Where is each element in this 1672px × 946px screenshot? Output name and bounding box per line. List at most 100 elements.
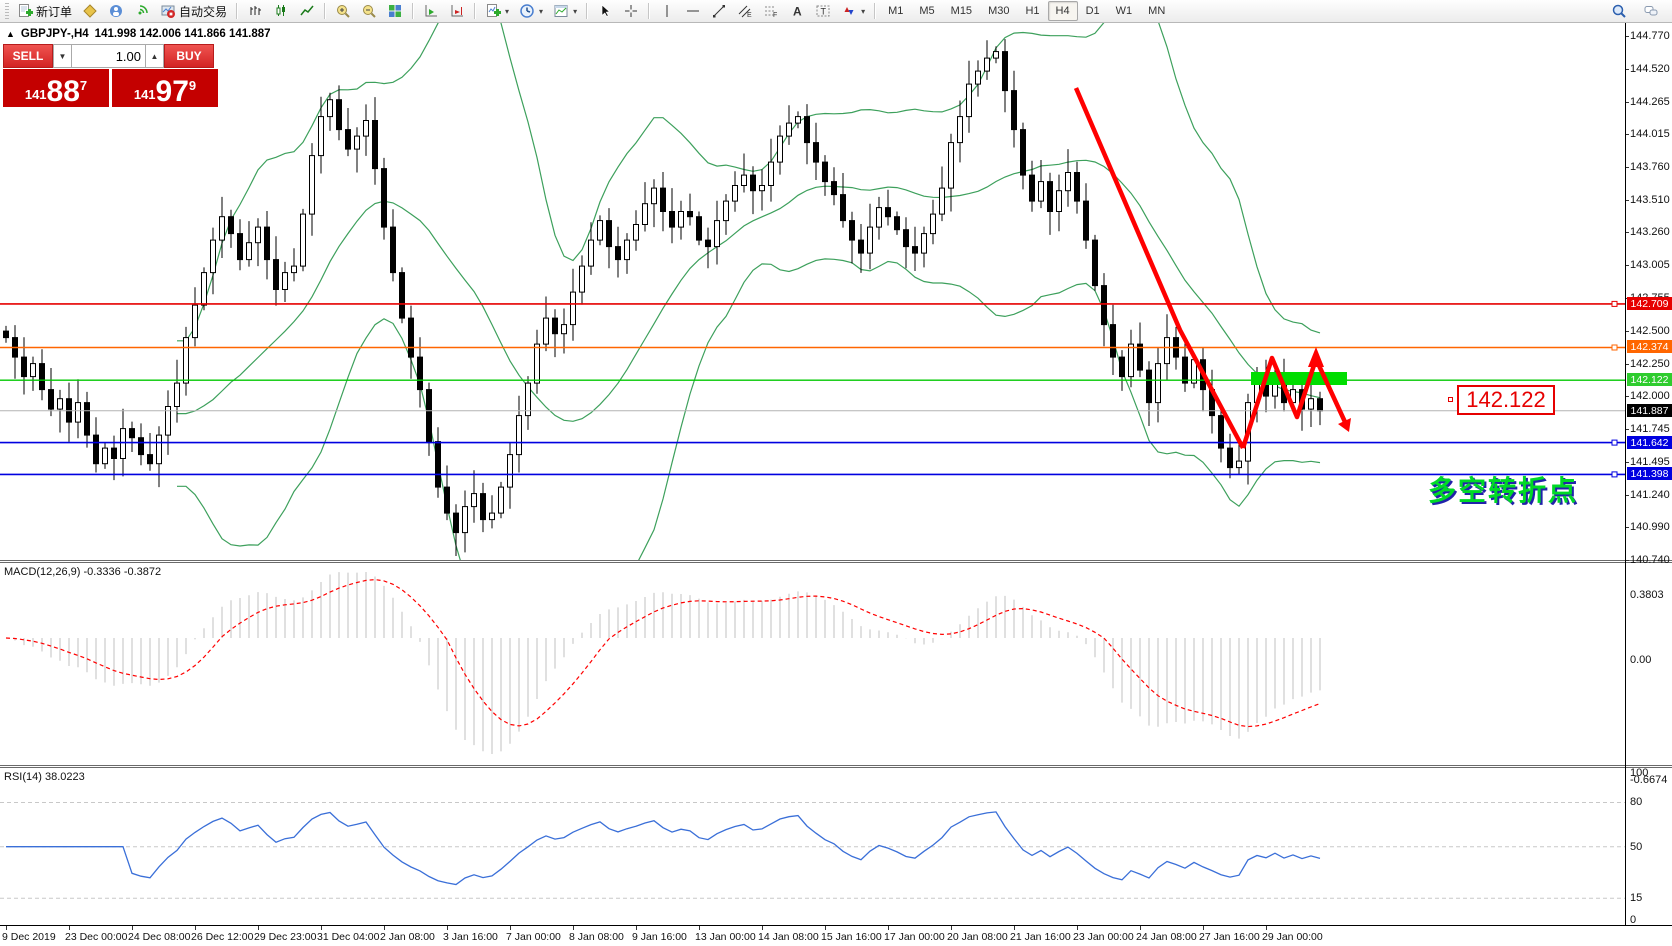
time-tick-mark (447, 926, 448, 930)
auto-scroll-icon (425, 5, 438, 17)
text-button[interactable]: A (784, 0, 810, 22)
chevron-down-icon[interactable]: ▾ (505, 6, 510, 16)
chevron-down-icon[interactable]: ▾ (861, 6, 866, 16)
time-tick-mark (1077, 926, 1078, 930)
macd-tick-label: -0.6674 (1630, 774, 1668, 786)
time-axis-label: 29 Jan 00:00 (1262, 931, 1323, 943)
price-tick-label: 140.740 (1630, 554, 1670, 566)
main-price-chart[interactable] (0, 23, 1625, 560)
svg-text:F: F (773, 12, 777, 19)
price-tick-label: 143.760 (1630, 161, 1670, 173)
timeframe-button-m30[interactable]: M30 (988, 5, 1010, 17)
one-click-trading-panel: SELL ▼ ▲ BUY 141 88 7 141 97 9 (3, 44, 218, 107)
time-axis[interactable]: 9 Dec 2019 23 Dec 00:00 24 Dec 08:00 26 Dec… (0, 925, 1672, 946)
level-price-badge: 142.374 (1627, 340, 1672, 353)
bar-chart-button[interactable] (242, 0, 268, 22)
macd-indicator-pane[interactable] (0, 563, 1625, 765)
price-tick-label: 141.745 (1630, 423, 1670, 435)
trendline-button[interactable] (706, 0, 732, 22)
textlabel-icon: T (816, 5, 830, 17)
periods-button[interactable]: ▾ (514, 0, 548, 22)
pane-splitter-macd[interactable] (0, 560, 1672, 563)
rsi-indicator-pane[interactable] (0, 768, 1625, 925)
rsi-label: RSI(14) 38.0223 (4, 771, 85, 783)
time-tick-mark (888, 926, 889, 930)
signals-icon (138, 5, 148, 15)
time-axis-label: 7 Jan 00:00 (506, 931, 561, 943)
arrows-button[interactable]: ▾ (836, 0, 870, 22)
buy-button[interactable]: BUY (164, 44, 214, 68)
time-axis-label: 26 Dec 12:00 (191, 931, 254, 943)
zoom-out-button[interactable] (356, 0, 382, 22)
callout-handle[interactable] (1448, 397, 1453, 402)
timeframe-button-w1[interactable]: W1 (1115, 5, 1133, 17)
timeframe-button-m1[interactable]: M1 (888, 5, 904, 17)
auto-scroll-button[interactable] (418, 0, 444, 22)
templates-button[interactable]: ▾ (548, 0, 582, 22)
timeframe-button-h1[interactable]: H1 (1025, 5, 1040, 17)
fibonacci-button[interactable]: F (758, 0, 784, 22)
search-button[interactable] (1606, 0, 1632, 22)
time-axis-label: 23 Dec 00:00 (65, 931, 128, 943)
new-order-button[interactable]: 新订单 (12, 0, 77, 23)
time-tick-mark (195, 926, 196, 930)
time-axis-label: 8 Jan 08:00 (569, 931, 624, 943)
chart-shift-button[interactable] (444, 0, 470, 22)
vertical-line-button[interactable] (654, 0, 680, 22)
timeframe-button-m5[interactable]: M5 (919, 5, 935, 17)
text-label-button[interactable]: T (810, 0, 836, 22)
chevron-down-icon[interactable]: ▾ (573, 6, 578, 16)
chart-shift-icon (451, 5, 464, 17)
sell-price-sup: 7 (79, 78, 88, 93)
zoom-in-button[interactable] (330, 0, 356, 22)
horizontal-line-button[interactable] (680, 0, 706, 22)
volume-input[interactable] (72, 44, 145, 68)
zoom-out-icon (363, 5, 376, 18)
time-axis-label: 29 Dec 23:00 (254, 931, 317, 943)
sell-price-display[interactable]: 141 88 7 (3, 69, 109, 107)
timeframe-button-m15[interactable]: M15 (950, 5, 973, 17)
time-tick-mark (636, 926, 637, 930)
mql5-icon (110, 5, 123, 17)
turning-point-label[interactable]: 多空转折点 (1428, 475, 1579, 506)
crosshair-button[interactable] (618, 0, 644, 22)
time-tick-mark (762, 926, 763, 930)
time-tick-mark (1140, 926, 1141, 930)
one-click-collapse-arrow[interactable]: ▲ (6, 29, 15, 39)
indicators-button[interactable]: ▾ (480, 0, 514, 22)
clock-icon (520, 4, 534, 18)
price-callout-142122[interactable]: 142.122 (1457, 385, 1555, 415)
autotrading-button[interactable]: 自动交易 (155, 0, 232, 23)
community-button[interactable] (103, 0, 129, 22)
chat-button[interactable] (1638, 0, 1664, 22)
timeframe-button-mn[interactable]: MN (1148, 5, 1166, 17)
time-tick-mark (1014, 926, 1015, 930)
equidistant-channel-button[interactable]: E (732, 0, 758, 22)
rsi-axis: 100 80 50 15 0 (1626, 767, 1672, 926)
svg-text:T: T (821, 7, 827, 17)
hline-icon (687, 10, 700, 12)
timeframe-button-d1[interactable]: D1 (1085, 5, 1100, 17)
cursor-button[interactable] (592, 0, 618, 22)
time-tick-mark (951, 926, 952, 930)
price-tick-mark (1626, 462, 1629, 463)
volume-decrease-button[interactable]: ▼ (53, 44, 72, 68)
template-icon (554, 5, 568, 17)
tile-windows-button[interactable] (382, 0, 408, 22)
line-chart-button[interactable] (294, 0, 320, 22)
market-watch-button[interactable] (77, 0, 103, 22)
volume-increase-button[interactable]: ▲ (145, 44, 164, 68)
rsi-tick-label: 50 (1630, 841, 1643, 853)
pane-splitter-rsi[interactable] (0, 765, 1672, 768)
timeframe-button-h4[interactable]: H4 (1047, 1, 1078, 21)
candlestick-button[interactable] (268, 0, 294, 22)
buy-price-display[interactable]: 141 97 9 (112, 69, 218, 107)
chevron-down-icon[interactable]: ▾ (539, 6, 544, 16)
candlestick-icon (276, 5, 286, 16)
sell-button[interactable]: SELL (3, 44, 53, 68)
signals-button[interactable] (129, 0, 155, 22)
vline-icon (666, 5, 668, 17)
fibo-icon: F (765, 6, 777, 19)
crosshair-icon (625, 5, 638, 17)
buy-price-big: 97 (155, 75, 189, 108)
